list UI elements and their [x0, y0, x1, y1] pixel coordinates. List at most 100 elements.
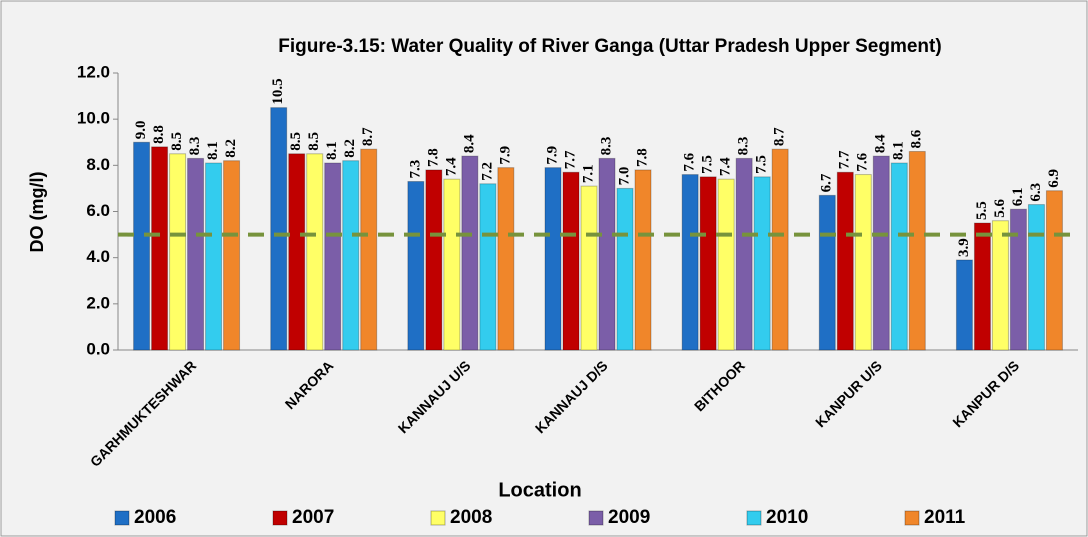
value-label: 8.7 [772, 127, 788, 146]
y-tick-label: 0.0 [86, 339, 110, 358]
bar [1009, 208, 1027, 351]
bar [479, 183, 497, 351]
value-label: 7.8 [425, 148, 441, 167]
value-label: 8.5 [169, 132, 185, 151]
value-label: 6.3 [1028, 183, 1044, 202]
value-label: 8.1 [205, 141, 221, 160]
bar [133, 141, 151, 351]
bar [1045, 190, 1063, 351]
value-label: 8.2 [342, 139, 358, 158]
legend-swatch [114, 510, 130, 526]
bar [342, 160, 360, 351]
value-label: 7.8 [634, 148, 650, 167]
bar [598, 157, 616, 351]
y-tick-label: 8.0 [86, 155, 110, 174]
bar [872, 155, 890, 351]
bar [562, 171, 580, 351]
bar [169, 153, 187, 351]
value-label: 7.7 [562, 150, 578, 169]
bar [580, 185, 598, 351]
y-axis-label: DO (mg/l) [27, 172, 47, 253]
value-label: 6.7 [819, 173, 835, 192]
x-axis-label: Location [498, 479, 581, 501]
value-label: 6.1 [1010, 187, 1026, 206]
legend-label: 2011 [924, 507, 966, 528]
value-label: 8.3 [736, 137, 752, 156]
bar [955, 259, 973, 351]
y-tick-label: 2.0 [86, 293, 110, 312]
bar [187, 157, 205, 351]
value-label: 7.4 [443, 157, 459, 176]
value-label: 7.2 [479, 162, 495, 181]
value-label: 10.5 [270, 78, 286, 104]
chart-title: Figure-3.15: Water Quality of River Gang… [278, 36, 941, 57]
value-label: 3.9 [956, 238, 972, 257]
bar [544, 167, 562, 351]
value-label: 8.1 [324, 141, 340, 160]
value-label: 8.5 [288, 132, 304, 151]
bar [717, 178, 735, 351]
bar [854, 174, 872, 351]
value-label: 8.5 [306, 132, 322, 151]
bar [497, 167, 515, 351]
bar [306, 153, 324, 351]
legend-label: 2006 [134, 507, 176, 528]
legend-swatch [272, 510, 288, 526]
value-label: 7.7 [837, 150, 853, 169]
y-tick-label: 12.0 [77, 62, 110, 81]
value-label: 8.3 [598, 137, 614, 156]
value-label: 7.9 [497, 146, 513, 165]
bar [753, 176, 771, 351]
bar [425, 169, 443, 351]
bar [699, 176, 717, 351]
legend-label: 2009 [608, 507, 650, 528]
bar [634, 169, 652, 351]
value-label: 8.4 [461, 134, 477, 153]
bar [908, 150, 926, 351]
legend-label: 2008 [450, 507, 492, 528]
value-label: 8.7 [360, 127, 376, 146]
value-label: 7.1 [580, 164, 596, 183]
bar [735, 157, 753, 351]
bar [443, 178, 461, 351]
bar [324, 162, 342, 351]
value-label: 7.5 [700, 155, 716, 174]
value-label: 8.3 [187, 137, 203, 156]
value-label: 8.6 [909, 129, 925, 148]
legend-swatch [430, 510, 446, 526]
value-label: 8.1 [891, 141, 907, 160]
bar [616, 187, 634, 351]
bar [681, 174, 699, 351]
value-label: 7.6 [855, 152, 871, 171]
value-label: 7.5 [754, 155, 770, 174]
legend-label: 2007 [292, 507, 334, 528]
value-label: 5.5 [974, 201, 990, 220]
value-label: 9.0 [133, 121, 149, 140]
bar [771, 148, 789, 351]
bar [360, 148, 378, 351]
bar [1027, 204, 1045, 351]
value-label: 5.6 [992, 198, 1008, 217]
y-tick-label: 10.0 [77, 109, 110, 128]
value-label: 7.0 [616, 167, 632, 186]
value-label: 6.9 [1046, 169, 1062, 188]
bar [223, 160, 241, 351]
y-tick-label: 6.0 [86, 201, 110, 220]
legend-swatch [904, 510, 920, 526]
bar [151, 146, 169, 351]
bar [407, 180, 425, 351]
value-label: 7.3 [407, 160, 423, 179]
value-label: 7.4 [718, 157, 734, 176]
bar [205, 162, 223, 351]
bar [818, 194, 836, 351]
bar [973, 222, 991, 351]
value-label: 7.9 [544, 146, 560, 165]
bar [270, 107, 288, 351]
bar [890, 162, 908, 351]
bar [991, 220, 1009, 351]
value-label: 7.6 [682, 152, 698, 171]
y-tick-label: 4.0 [86, 247, 110, 266]
value-label: 8.8 [151, 125, 167, 144]
legend-label: 2010 [766, 507, 808, 528]
